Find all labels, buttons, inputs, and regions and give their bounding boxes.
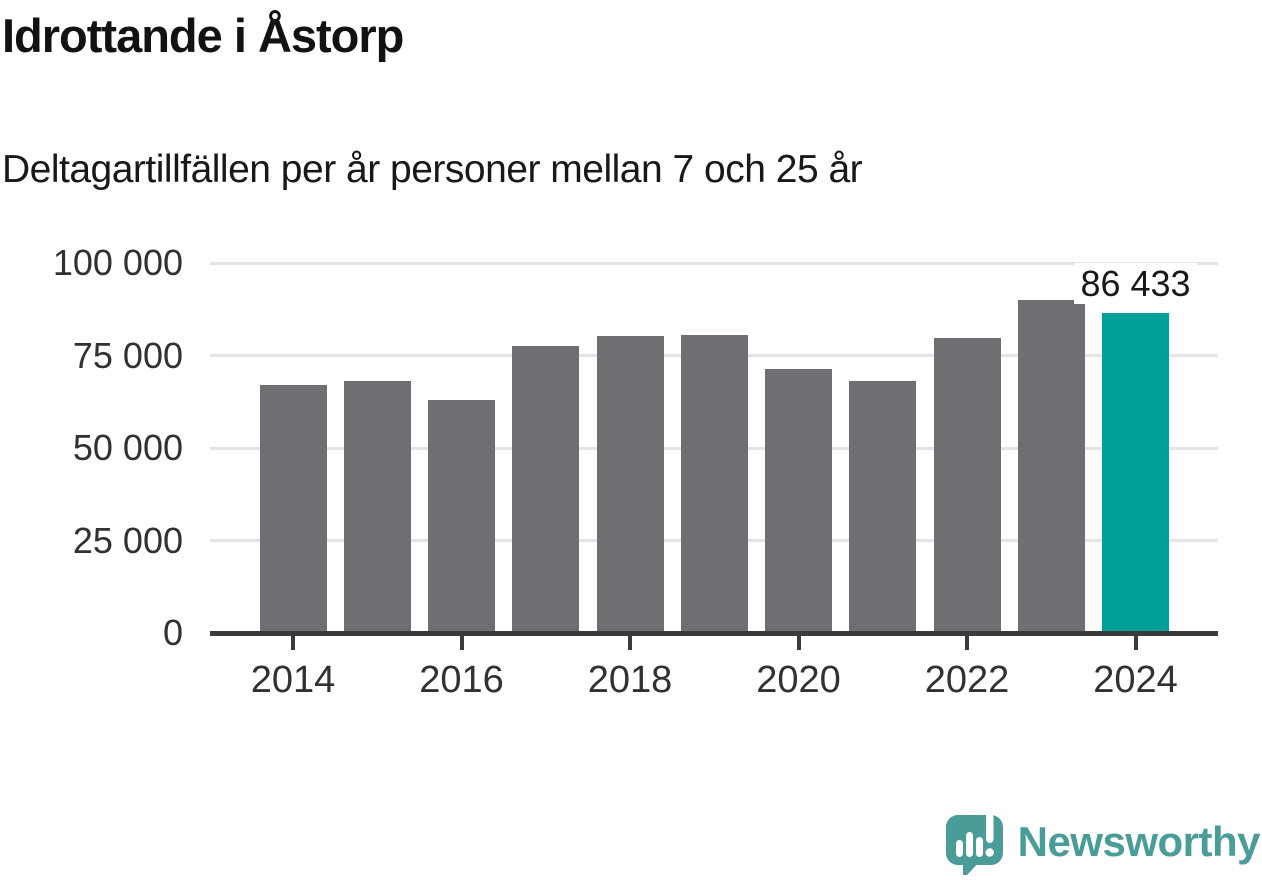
bar-2018 [596, 336, 664, 633]
bar-2016 [428, 399, 495, 633]
bar-2023 [1017, 299, 1085, 633]
bar-2017 [512, 345, 580, 633]
bar-2020 [765, 369, 832, 633]
y-axis-tick-label: 75 000 [72, 334, 183, 376]
newsworthy-branding: Newsworthy [941, 809, 1261, 877]
x-axis-tick [965, 636, 969, 650]
x-axis-tick [796, 636, 801, 650]
y-axis-tick-label: 100 000 [52, 242, 183, 283]
x-axis-tick-label: 2020 [756, 659, 841, 701]
bar-2022 [933, 337, 1001, 633]
chart-title: Idrottande i Åstorp [2, 9, 404, 62]
x-axis-tick [628, 636, 632, 650]
highlight-value-label: 86 433 [1026, 263, 1246, 305]
bar-2019 [680, 335, 748, 633]
x-axis-tick-label: 2014 [250, 659, 336, 701]
bar-2014 [259, 385, 327, 633]
x-axis-tick-label: 2018 [587, 659, 673, 701]
chart-subtitle: Deltagartillfällen per år personer mella… [2, 148, 863, 191]
y-axis-tick-label: 50 000 [72, 427, 183, 468]
bar-2021 [849, 381, 917, 633]
newsworthy-logo-icon [941, 809, 1007, 877]
x-axis-tick [1133, 636, 1138, 650]
x-axis-tick [291, 636, 295, 650]
y-axis-tick-label: 0 [162, 612, 183, 653]
x-axis-tick-label: 2024 [1093, 659, 1178, 701]
x-axis-tick-label: 2022 [924, 659, 1010, 701]
x-axis-line [210, 631, 1218, 636]
x-axis-tick [459, 636, 464, 650]
bar-2024 [1102, 313, 1169, 633]
y-gridline [210, 261, 1218, 265]
bar-2015 [343, 380, 411, 633]
newsworthy-wordmark: Newsworthy [1017, 818, 1261, 865]
y-axis-tick-label: 25 000 [72, 519, 183, 561]
x-axis-tick-label: 2016 [419, 659, 504, 701]
